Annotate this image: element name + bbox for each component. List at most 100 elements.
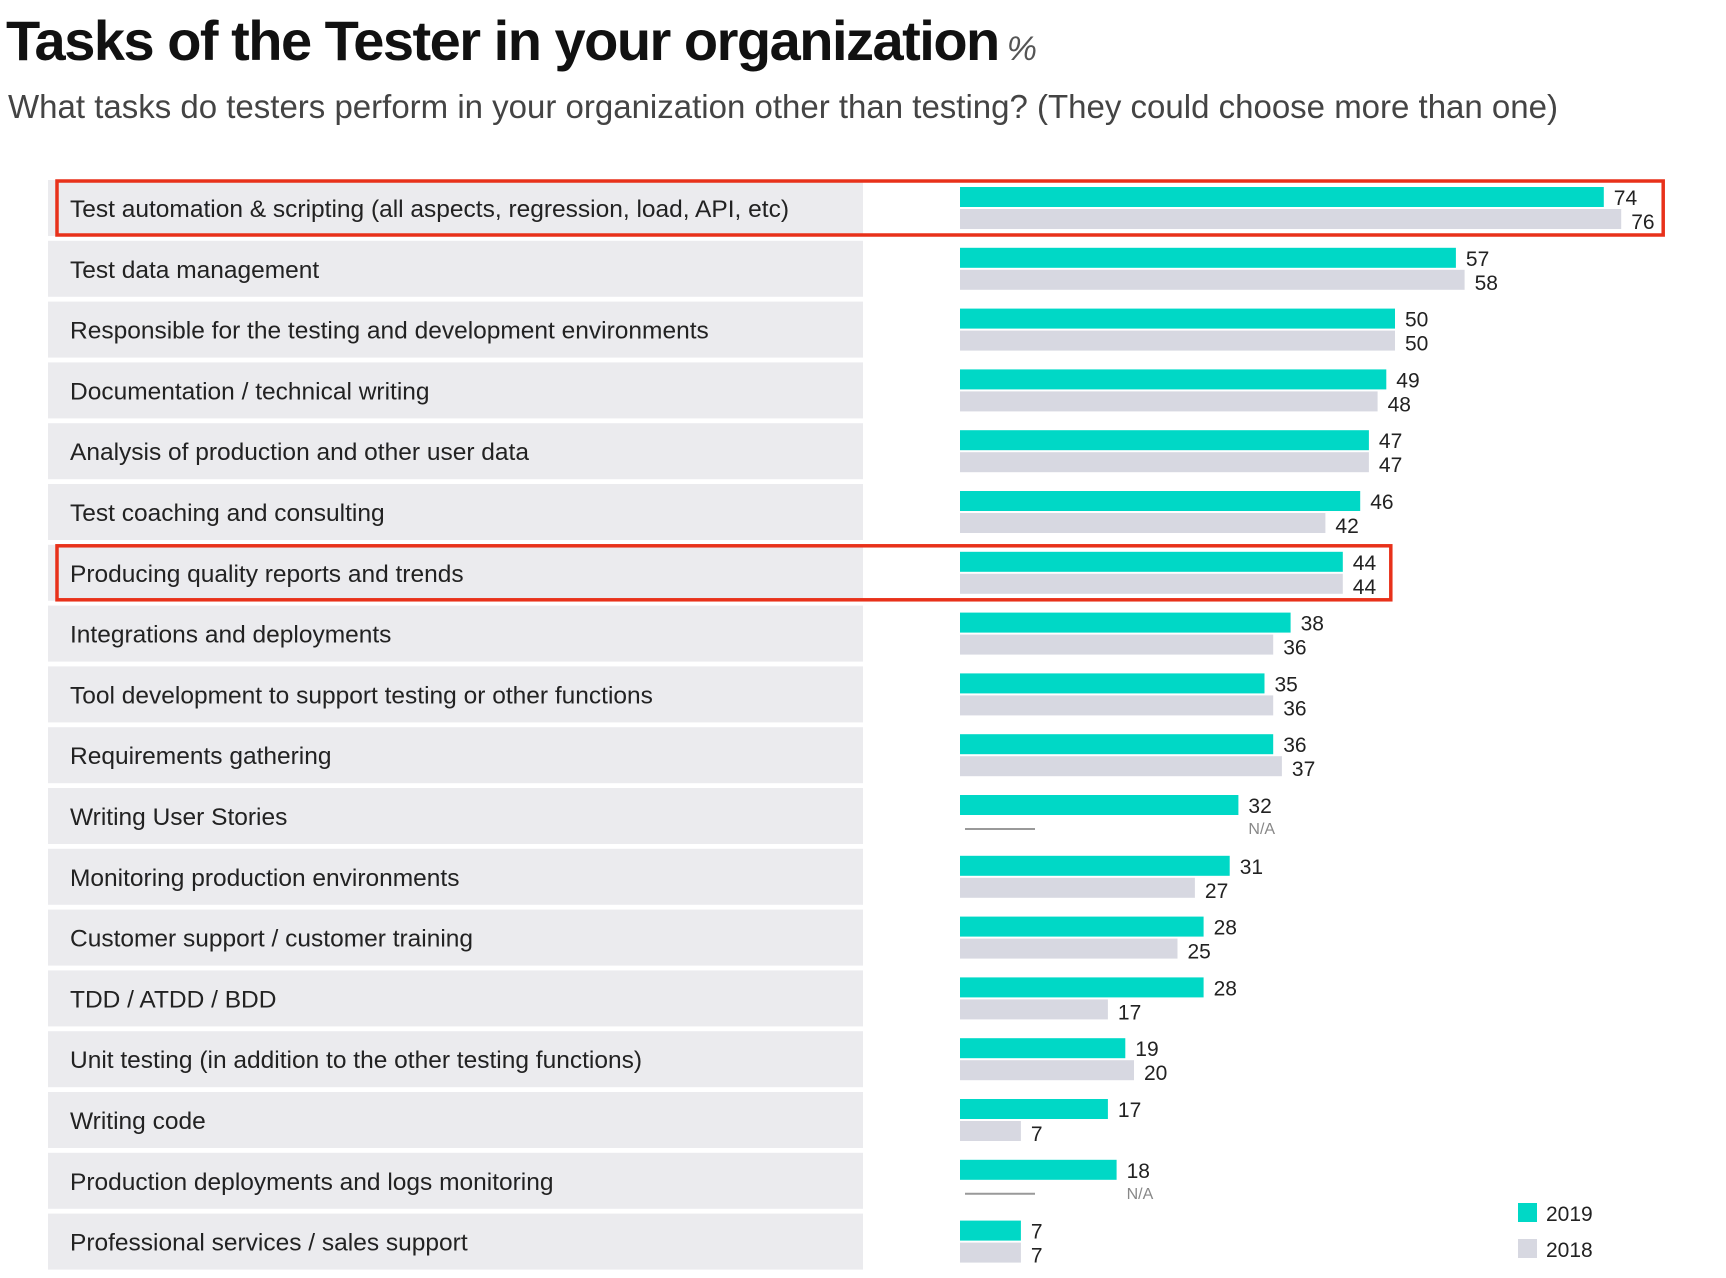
value-label-2018: 58 bbox=[1475, 272, 1498, 295]
value-label-2019: 47 bbox=[1379, 430, 1402, 453]
category-label-bg bbox=[48, 362, 863, 419]
bar-2019 bbox=[960, 734, 1274, 755]
category-label-bg bbox=[48, 180, 863, 236]
bar-2019 bbox=[960, 551, 1343, 572]
value-label-2018: 37 bbox=[1292, 758, 1315, 781]
category-label: Producing quality reports and trends bbox=[70, 561, 464, 588]
na-label: N/A bbox=[1248, 821, 1275, 838]
value-label-2018: 48 bbox=[1388, 393, 1411, 416]
bar-2018 bbox=[960, 1242, 1021, 1263]
bar-2018 bbox=[960, 634, 1274, 655]
value-label-2018: 42 bbox=[1335, 515, 1358, 538]
bar-2018 bbox=[960, 1060, 1134, 1081]
highlight-box bbox=[55, 544, 1393, 602]
bar-2018 bbox=[960, 695, 1274, 716]
chart-title: Tasks of the Tester in your organization bbox=[6, 9, 1000, 72]
bar-2018 bbox=[960, 756, 1282, 777]
bar-2019 bbox=[960, 1099, 1108, 1119]
value-label-2019: 44 bbox=[1353, 552, 1377, 575]
bar-2018 bbox=[960, 209, 1622, 229]
category-label-bg bbox=[48, 484, 863, 540]
unit-label: % bbox=[1006, 30, 1037, 68]
category-label: Writing code bbox=[70, 1108, 206, 1135]
category-label-bg bbox=[48, 970, 863, 1027]
bar-2019 bbox=[960, 673, 1265, 694]
value-label-2019: 32 bbox=[1248, 795, 1271, 818]
bar-2018 bbox=[960, 269, 1465, 290]
bar-2018 bbox=[960, 452, 1369, 473]
category-label: Responsible for the testing and developm… bbox=[70, 318, 709, 345]
category-label-bg bbox=[48, 1152, 863, 1209]
value-label-2018: 20 bbox=[1144, 1062, 1167, 1085]
value-label-2019: 17 bbox=[1118, 1099, 1141, 1122]
value-label-2018: 7 bbox=[1031, 1245, 1043, 1268]
category-label: Tool development to support testing or o… bbox=[70, 682, 653, 709]
category-label-bg bbox=[48, 544, 863, 601]
value-label-2018: 50 bbox=[1405, 333, 1428, 356]
value-label-2018: 47 bbox=[1379, 454, 1402, 477]
value-label-2018: 36 bbox=[1283, 637, 1306, 660]
bar-2019 bbox=[960, 369, 1387, 390]
title-row: Tasks of the Tester in your organization… bbox=[6, 8, 1037, 73]
value-label-2019: 18 bbox=[1127, 1160, 1150, 1183]
category-label-bg bbox=[48, 788, 863, 844]
bar-2019 bbox=[960, 977, 1204, 998]
category-label: Analysis of production and other user da… bbox=[70, 439, 529, 466]
category-label-bg bbox=[48, 909, 863, 966]
bar-2019 bbox=[960, 1159, 1117, 1180]
value-label-2018: 36 bbox=[1283, 697, 1306, 720]
category-label-bg bbox=[48, 1092, 863, 1148]
bar-2018 bbox=[960, 1121, 1021, 1141]
na-label: N/A bbox=[1127, 1186, 1154, 1203]
value-label-2019: 74 bbox=[1614, 187, 1638, 210]
bar-2019 bbox=[960, 430, 1369, 451]
category-label-bg bbox=[48, 605, 863, 662]
value-label-2018: 76 bbox=[1631, 211, 1654, 234]
category-label: Test coaching and consulting bbox=[70, 500, 385, 527]
value-label-2019: 57 bbox=[1466, 248, 1489, 271]
bar-2019 bbox=[960, 1220, 1021, 1241]
category-label-bg bbox=[48, 666, 863, 723]
value-label-2019: 31 bbox=[1240, 856, 1263, 879]
bar-2018 bbox=[960, 391, 1378, 412]
bar-2018 bbox=[960, 330, 1395, 351]
category-label: Documentation / technical writing bbox=[70, 378, 430, 405]
category-label-bg bbox=[48, 240, 863, 297]
value-label-2018: 27 bbox=[1205, 880, 1228, 903]
category-label: Integrations and deployments bbox=[70, 622, 391, 649]
bar-2019 bbox=[960, 916, 1204, 937]
bar-2019 bbox=[960, 187, 1604, 207]
bar-2018 bbox=[960, 573, 1343, 594]
value-label-2019: 7 bbox=[1031, 1221, 1043, 1244]
bar-2019 bbox=[960, 247, 1456, 268]
category-label: Unit testing (in addition to the other t… bbox=[70, 1047, 642, 1074]
bar-2019 bbox=[960, 1038, 1126, 1059]
category-label-bg bbox=[48, 727, 863, 784]
value-label-2019: 28 bbox=[1214, 917, 1237, 940]
value-label-2019: 19 bbox=[1135, 1038, 1158, 1061]
category-label: Production deployments and logs monitori… bbox=[70, 1169, 553, 1196]
value-label-2019: 50 bbox=[1405, 309, 1428, 332]
highlight-box bbox=[55, 179, 1665, 237]
value-label-2019: 49 bbox=[1396, 369, 1419, 392]
legend-swatch-2019 bbox=[1518, 1203, 1537, 1222]
legend-label-2018: 2018 bbox=[1546, 1239, 1593, 1262]
value-label-2019: 35 bbox=[1275, 673, 1298, 696]
value-label-2019: 28 bbox=[1214, 977, 1237, 1000]
value-label-2018: 7 bbox=[1031, 1123, 1043, 1146]
bar-2018 bbox=[960, 999, 1108, 1020]
category-label: Monitoring production environments bbox=[70, 865, 460, 892]
category-label: TDD / ATDD / BDD bbox=[70, 986, 276, 1013]
value-label-2019: 46 bbox=[1370, 491, 1393, 514]
bar-2018 bbox=[960, 877, 1195, 898]
legend-swatch-2018 bbox=[1518, 1239, 1537, 1258]
bar-2019 bbox=[960, 308, 1395, 329]
category-label-bg bbox=[48, 1213, 863, 1270]
legend-label-2019: 2019 bbox=[1546, 1203, 1593, 1226]
bar-2019 bbox=[960, 795, 1239, 815]
category-label-bg bbox=[48, 1031, 863, 1088]
category-label-bg bbox=[48, 301, 863, 358]
category-label: Requirements gathering bbox=[70, 743, 332, 770]
value-label-2018: 44 bbox=[1353, 576, 1377, 599]
